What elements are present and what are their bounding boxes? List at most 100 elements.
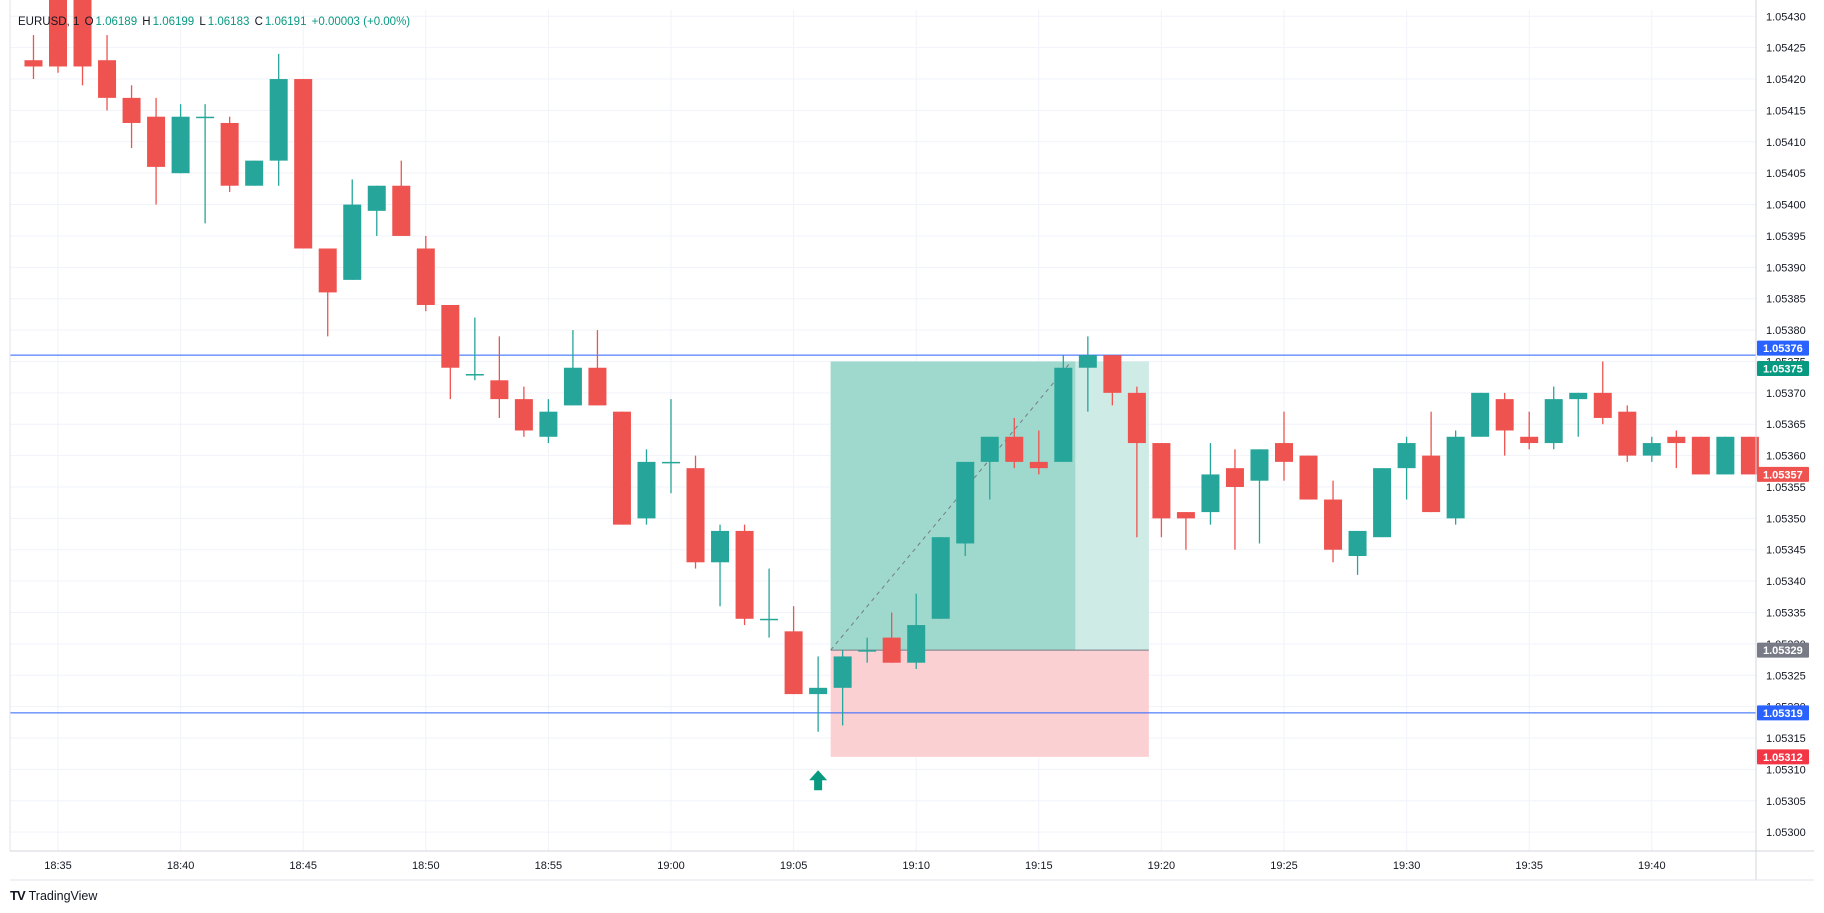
legend-close: 1.06191 <box>264 16 307 28</box>
time-tick-label: 18:35 <box>44 860 72 872</box>
price-tick-label: 1.05380 <box>1766 325 1806 337</box>
take-profit-zone <box>830 361 1076 651</box>
candle-body <box>294 79 313 249</box>
candle-body <box>1569 392 1588 400</box>
price-tick-label: 1.05365 <box>1766 419 1806 431</box>
candle-body <box>612 411 631 525</box>
candle-body <box>1299 455 1318 500</box>
time-tick-label: 18:40 <box>167 860 195 872</box>
markers <box>809 770 828 791</box>
candle-body <box>662 461 680 464</box>
candle-body <box>637 461 656 519</box>
price-tick-label: 1.05415 <box>1766 105 1806 117</box>
candle-body <box>686 468 705 563</box>
candle-body <box>343 204 362 280</box>
time-tick-label: 19:35 <box>1515 860 1543 872</box>
price-tag <box>1757 340 1809 356</box>
candle-body <box>24 60 43 67</box>
candle-body <box>1716 436 1735 475</box>
price-tick-label: 1.05350 <box>1766 513 1806 525</box>
price-tick-label: 1.05360 <box>1766 451 1806 463</box>
candle-body <box>1593 392 1612 418</box>
time-tick-label: 18:45 <box>289 860 317 872</box>
tradingview-logo: TV <box>10 888 26 903</box>
price-tick-label: 1.05325 <box>1766 670 1806 682</box>
candle-body <box>318 248 337 293</box>
candle-body <box>858 650 877 652</box>
price-tick-label: 1.05395 <box>1766 231 1806 243</box>
candle-body <box>711 530 730 563</box>
axes <box>9 0 1814 881</box>
price-tag-label: 1.05312 <box>1763 752 1803 764</box>
candle-body <box>514 399 533 431</box>
candle-body <box>956 461 975 544</box>
stop-loss-zone <box>830 650 1149 757</box>
price-tick-label: 1.05385 <box>1766 294 1806 306</box>
candle-body <box>1642 443 1661 456</box>
time-axis[interactable]: 18:35 18:40 18:45 18:50 18:55 19:00 19:05 19:10… <box>44 860 1665 872</box>
price-tick-label: 1.05340 <box>1766 576 1806 588</box>
candle-body <box>122 97 141 123</box>
candle-body <box>1520 436 1539 444</box>
candle-body <box>147 116 166 167</box>
candle-body <box>98 60 117 98</box>
price-tick-label: 1.05355 <box>1766 482 1806 494</box>
price-axis[interactable]: 1.053001.053051.053101.053151.053201.053… <box>1766 11 1806 839</box>
candle-body <box>588 367 607 406</box>
time-tick-label: 19:20 <box>1148 860 1176 872</box>
candle-body <box>220 122 239 186</box>
candle-body <box>1495 399 1514 431</box>
candle-body <box>1103 355 1122 393</box>
time-tick-label: 19:10 <box>902 860 930 872</box>
candle-body <box>245 160 264 186</box>
time-tick-label: 19:15 <box>1025 860 1053 872</box>
legend-symbol[interactable]: EURUSD, 1 <box>18 16 80 28</box>
candle-body <box>1201 474 1220 513</box>
price-tick-label: 1.05405 <box>1766 168 1806 180</box>
price-tick-label: 1.05335 <box>1766 608 1806 620</box>
brand[interactable]: TV TradingView <box>10 888 97 903</box>
legend-low-label: L <box>199 16 206 28</box>
time-tick-label: 19:00 <box>657 860 685 872</box>
legend-close-label: C <box>254 16 263 28</box>
candle-body <box>1250 449 1269 481</box>
time-tick-label: 19:40 <box>1638 860 1666 872</box>
candle-body <box>269 79 288 161</box>
price-tags: 1.05376 1.05375 1.05357 1.05329 1.05319 1.053… <box>1757 340 1809 765</box>
price-tag <box>1757 466 1809 482</box>
candle-body <box>931 537 950 619</box>
candle-body <box>760 618 779 621</box>
price-tag-label: 1.05376 <box>1763 343 1803 355</box>
candle-body <box>490 380 509 400</box>
candle-body <box>1373 468 1392 538</box>
price-tick-label: 1.05410 <box>1766 137 1806 149</box>
candle-body <box>1422 455 1441 513</box>
candle-body <box>1275 443 1293 462</box>
candle-body <box>1740 436 1759 475</box>
legend-high-label: H <box>142 16 151 28</box>
candle-body <box>416 248 435 305</box>
candle-body <box>833 656 852 688</box>
price-tick-label: 1.05305 <box>1766 796 1806 808</box>
price-tick-label: 1.05300 <box>1766 827 1806 839</box>
horizontal-lines[interactable] <box>10 354 1756 714</box>
price-tick-label: 1.05420 <box>1766 74 1806 86</box>
candle-body <box>882 637 901 663</box>
candle-body <box>735 530 754 619</box>
price-tick-label: 1.05390 <box>1766 262 1806 274</box>
legend-change: +0.00003 (+0.00%) <box>311 16 411 28</box>
legend-open: 1.06189 <box>95 16 138 28</box>
price-tag-label: 1.05375 <box>1763 363 1803 375</box>
candle-body <box>1324 499 1343 550</box>
legend-high: 1.06199 <box>152 16 195 28</box>
candle-body <box>465 374 484 376</box>
candle-body <box>392 185 411 236</box>
candle-body <box>1691 436 1710 475</box>
candle-body <box>1152 443 1171 519</box>
candle-body <box>1471 392 1490 437</box>
candle-body <box>1127 392 1146 444</box>
brand-name: TradingView <box>28 888 98 903</box>
candle-body <box>73 0 92 67</box>
ohlc-legend: EURUSD, 1 O 1.06189 H 1.06199 L 1.06183 C 1.… <box>18 16 412 28</box>
